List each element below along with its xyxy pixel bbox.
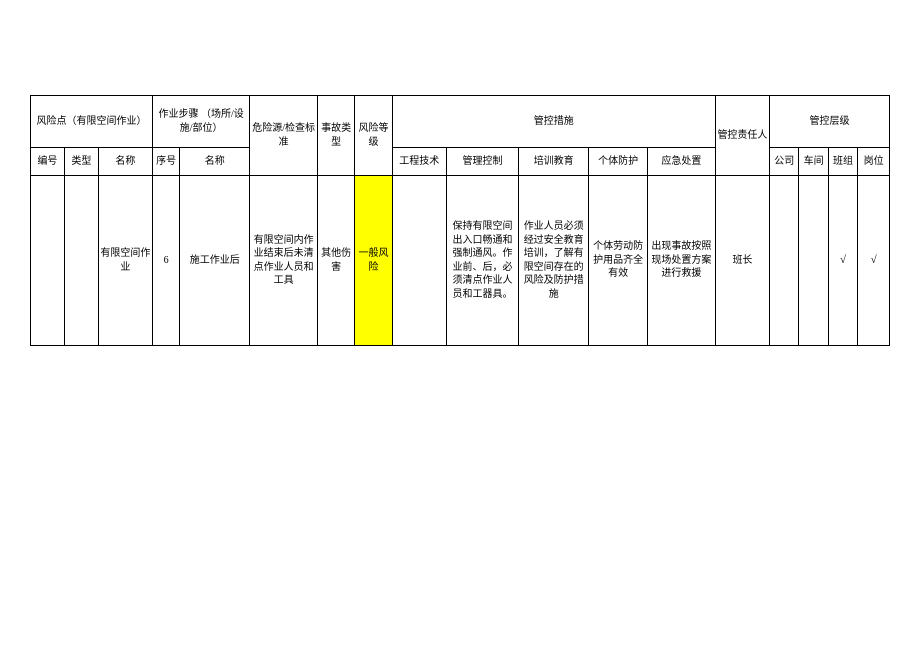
cell-emergency: 出现事故按照现场处置方案进行救援 <box>647 176 715 346</box>
hdr-type: 类型 <box>64 148 98 176</box>
cell-company <box>770 176 799 346</box>
hdr-step-name: 名称 <box>180 148 250 176</box>
cell-name: 有限空间作业 <box>98 176 152 346</box>
cell-management: 保持有限空间出入口畅通和强制通风。作业前、后，必须清点作业人员和工器具。 <box>446 176 518 346</box>
hdr-measures: 管控措施 <box>392 96 715 148</box>
cell-position: √ <box>858 176 890 346</box>
document-page: 风险点（有限空间作业） 作业步骤 （场所/设施/部位） 危险源/检查标准 事故类… <box>0 0 920 651</box>
hdr-name: 名称 <box>98 148 152 176</box>
hdr-emergency: 应急处置 <box>647 148 715 176</box>
hdr-step: 作业步骤 （场所/设施/部位） <box>153 96 250 148</box>
hdr-team: 班组 <box>828 148 857 176</box>
cell-team: √ <box>828 176 857 346</box>
hdr-risk-level: 风险等级 <box>355 96 392 176</box>
cell-accident-type: 其他伤害 <box>318 176 355 346</box>
cell-responsible: 班长 <box>715 176 769 346</box>
cell-type <box>64 176 98 346</box>
header-row-1: 风险点（有限空间作业） 作业步骤 （场所/设施/部位） 危险源/检查标准 事故类… <box>31 96 890 148</box>
hdr-management: 管理控制 <box>446 148 518 176</box>
cell-no <box>31 176 65 346</box>
hdr-hazard: 危险源/检查标准 <box>250 96 318 176</box>
cell-seq: 6 <box>153 176 180 346</box>
risk-assessment-table: 风险点（有限空间作业） 作业步骤 （场所/设施/部位） 危险源/检查标准 事故类… <box>30 95 890 346</box>
hdr-ppe: 个体防护 <box>589 148 648 176</box>
hdr-seq: 序号 <box>153 148 180 176</box>
hdr-risk-point: 风险点（有限空间作业） <box>31 96 153 148</box>
hdr-control-level: 管控层级 <box>770 96 890 148</box>
table-row: 有限空间作业 6 施工作业后 有限空间内作业结束后未清点作业人员和工具 其他伤害… <box>31 176 890 346</box>
cell-training: 作业人员必须经过安全教育培训，了解有限空间存在的风险及防护措施 <box>519 176 589 346</box>
cell-engineering <box>392 176 446 346</box>
hdr-company: 公司 <box>770 148 799 176</box>
hdr-workshop: 车间 <box>799 148 828 176</box>
hdr-no: 编号 <box>31 148 65 176</box>
hdr-position: 岗位 <box>858 148 890 176</box>
cell-step-name: 施工作业后 <box>180 176 250 346</box>
cell-workshop <box>799 176 828 346</box>
table-body: 有限空间作业 6 施工作业后 有限空间内作业结束后未清点作业人员和工具 其他伤害… <box>31 176 890 346</box>
hdr-engineering: 工程技术 <box>392 148 446 176</box>
cell-ppe: 个体劳动防护用品齐全有效 <box>589 176 648 346</box>
hdr-accident-type: 事故类型 <box>318 96 355 176</box>
cell-risk-level: 一般风险 <box>355 176 392 346</box>
cell-hazard: 有限空间内作业结束后未清点作业人员和工具 <box>250 176 318 346</box>
table-header: 风险点（有限空间作业） 作业步骤 （场所/设施/部位） 危险源/检查标准 事故类… <box>31 96 890 176</box>
hdr-responsible: 管控责任人 <box>715 96 769 176</box>
hdr-training: 培训教育 <box>519 148 589 176</box>
